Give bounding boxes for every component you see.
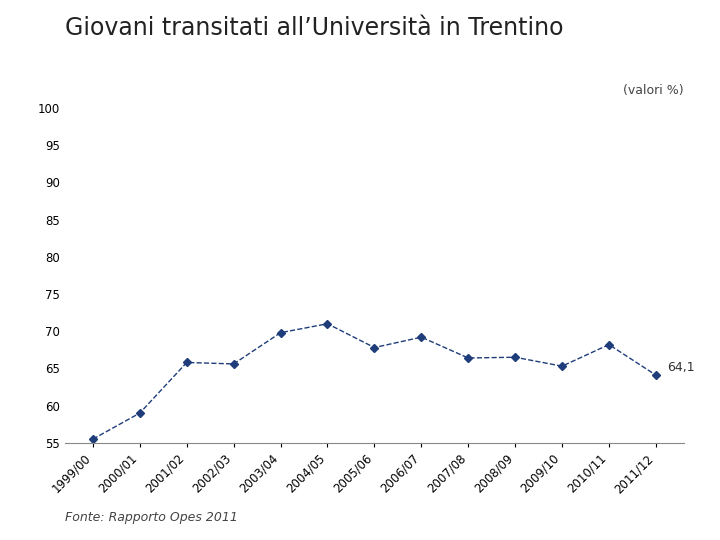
Text: 64,1: 64,1 <box>667 361 696 374</box>
Text: Giovani transitati all’Università in Trentino: Giovani transitati all’Università in Tre… <box>65 16 563 40</box>
Text: (valori %): (valori %) <box>624 84 684 97</box>
Text: Fonte: Rapporto Opes 2011: Fonte: Rapporto Opes 2011 <box>65 511 238 524</box>
